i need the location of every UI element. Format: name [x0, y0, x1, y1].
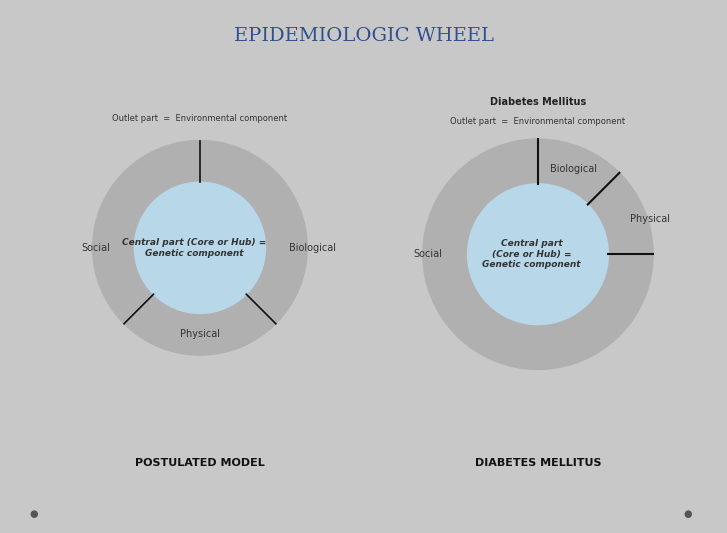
- Text: DIABETES MELLITUS: DIABETES MELLITUS: [475, 458, 601, 469]
- Text: Outlet part  =  Environmental component: Outlet part = Environmental component: [113, 114, 287, 123]
- Text: Biological: Biological: [550, 164, 597, 174]
- Text: Central part
(Core or Hub) =
Genetic component: Central part (Core or Hub) = Genetic com…: [482, 239, 581, 269]
- Circle shape: [92, 141, 308, 355]
- Text: Central part (Core or Hub) =
Genetic component: Central part (Core or Hub) = Genetic com…: [122, 238, 266, 257]
- Circle shape: [423, 139, 653, 369]
- Text: Biological: Biological: [289, 243, 337, 253]
- Text: POSTULATED MODEL: POSTULATED MODEL: [135, 458, 265, 469]
- Text: ●: ●: [29, 509, 38, 519]
- Text: Outlet part  =  Environmental component: Outlet part = Environmental component: [451, 117, 625, 126]
- Circle shape: [467, 184, 608, 325]
- Text: Physical: Physical: [630, 214, 670, 224]
- Circle shape: [134, 182, 265, 313]
- Text: Social: Social: [81, 243, 111, 253]
- Text: Diabetes Mellitus: Diabetes Mellitus: [490, 97, 586, 107]
- Text: Social: Social: [413, 249, 442, 259]
- Text: Physical: Physical: [180, 329, 220, 340]
- Text: ●: ●: [683, 509, 692, 519]
- Text: EPIDEMIOLOGIC WHEEL: EPIDEMIOLOGIC WHEEL: [233, 27, 494, 45]
